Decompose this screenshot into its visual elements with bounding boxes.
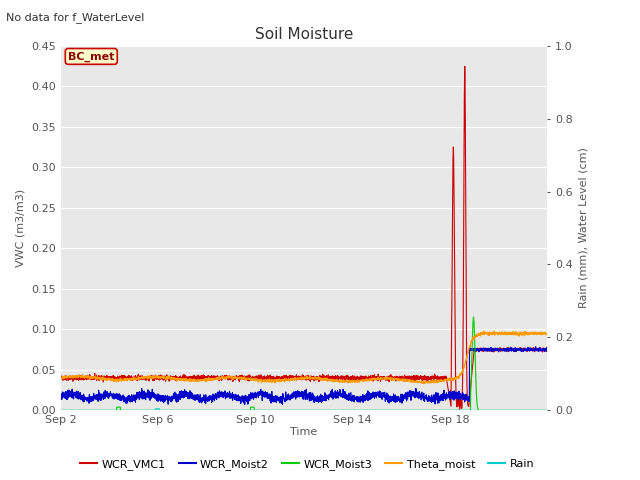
X-axis label: Time: Time xyxy=(291,427,317,437)
Text: BC_met: BC_met xyxy=(68,51,115,61)
Title: Soil Moisture: Soil Moisture xyxy=(255,27,353,42)
Y-axis label: Rain (mm), Water Level (cm): Rain (mm), Water Level (cm) xyxy=(578,147,588,309)
Text: No data for f_WaterLevel: No data for f_WaterLevel xyxy=(6,12,145,23)
Legend: WCR_VMC1, WCR_Moist2, WCR_Moist3, Theta_moist, Rain: WCR_VMC1, WCR_Moist2, WCR_Moist3, Theta_… xyxy=(76,455,538,474)
Y-axis label: VWC (m3/m3): VWC (m3/m3) xyxy=(15,189,26,267)
